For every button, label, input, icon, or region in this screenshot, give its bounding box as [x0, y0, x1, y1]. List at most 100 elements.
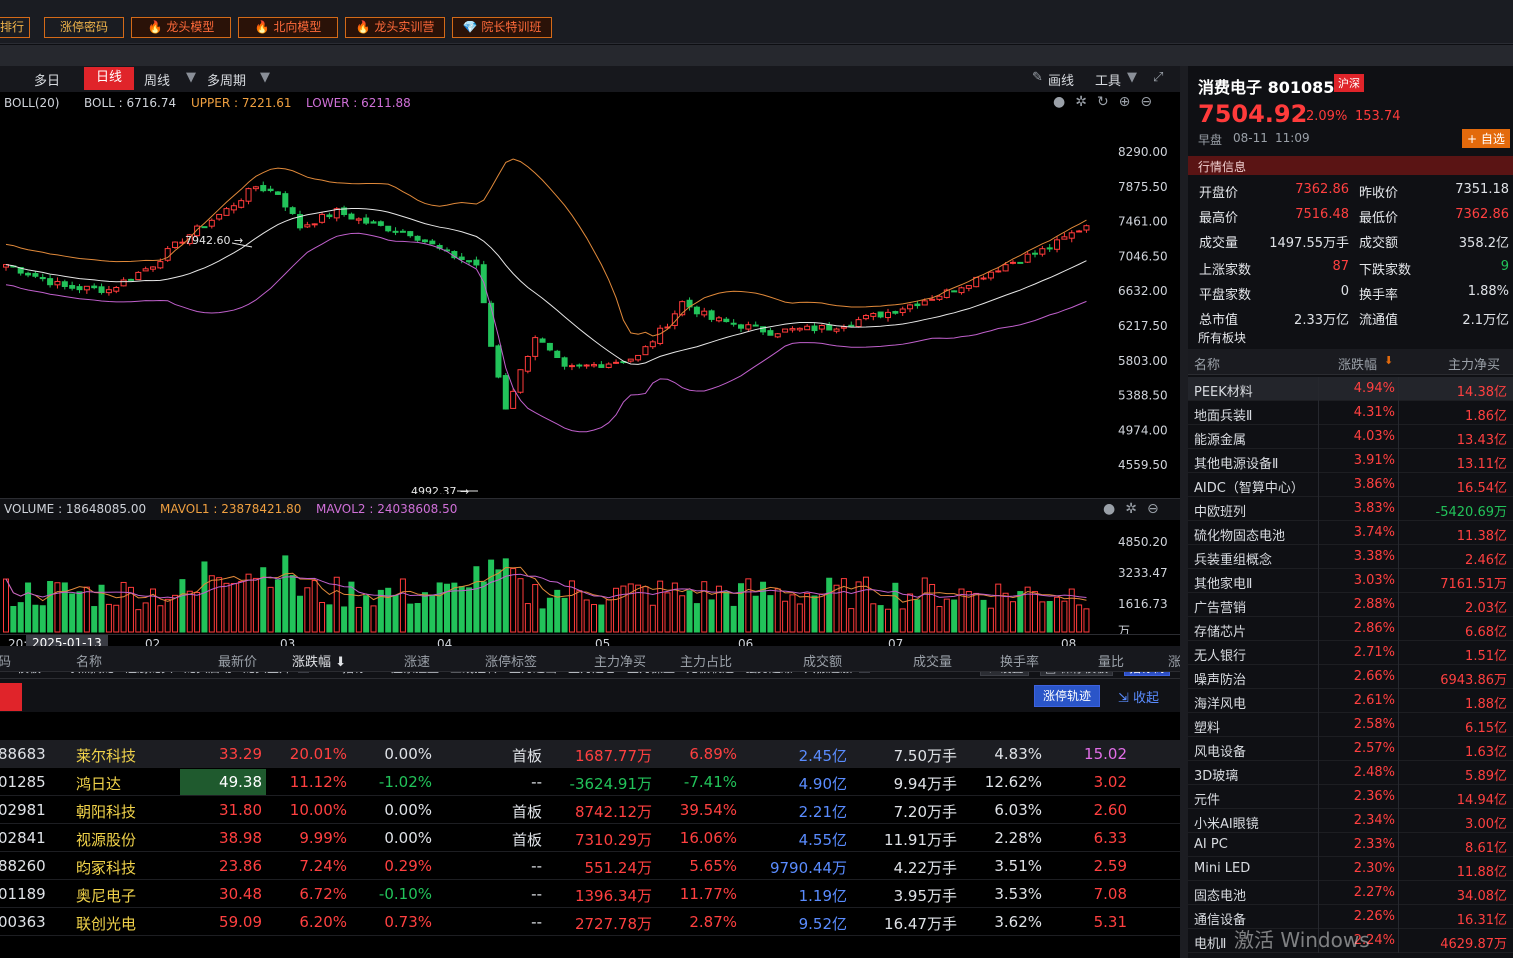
- top-tab-5[interactable]: 💎 院长特训班: [452, 17, 552, 38]
- sector-row[interactable]: 其他家电Ⅱ 3.03% 7161.51万: [1188, 569, 1513, 593]
- panel-divider[interactable]: [1180, 66, 1188, 958]
- sector-row[interactable]: 通信设备 2.26% 16.31亿: [1188, 905, 1513, 929]
- table-col-header[interactable]: 换手率: [1000, 655, 1040, 670]
- chevron-down-icon[interactable]: ▼: [1127, 70, 1137, 85]
- sector-change: 4.94%: [1353, 381, 1395, 396]
- sector-row[interactable]: AI PC 2.33% 8.61亿: [1188, 833, 1513, 857]
- sector-row[interactable]: 固态电池 2.27% 34.08亿: [1188, 881, 1513, 905]
- cell-net: 7310.29万: [574, 831, 652, 849]
- volume-control-icons[interactable]: ●✲⊖: [1103, 501, 1169, 517]
- cell-net: -3624.91万: [569, 775, 652, 793]
- sector-row[interactable]: 噪声防治 2.66% 6943.86万: [1188, 665, 1513, 689]
- table-row[interactable]: 02841 视源股份 38.98 9.99% 0.00% 首板 7310.29万 16.06%…: [0, 824, 1180, 852]
- quote-value: 1497.55万手: [1269, 236, 1349, 252]
- sector-row[interactable]: 能源金属 4.03% 13.43亿: [1188, 425, 1513, 449]
- sector-row[interactable]: 兵装重组概念 3.38% 2.46亿: [1188, 545, 1513, 569]
- sector-row[interactable]: PEEK材料 4.94% 14.38亿: [1188, 377, 1513, 401]
- draw-line-button[interactable]: 画线: [1048, 74, 1075, 89]
- table-col-header[interactable]: 涨停标签: [485, 655, 538, 670]
- sector-row[interactable]: 电机Ⅱ 2.24% 4629.87万: [1188, 929, 1513, 953]
- candle-body: [274, 191, 281, 195]
- fullscreen-icon[interactable]: ⤢: [1153, 70, 1164, 85]
- quote-section-title: 行情信息: [1188, 156, 1513, 175]
- table-col-header[interactable]: 码: [0, 655, 12, 670]
- top-tab-2[interactable]: 🔥 龙头模型: [131, 17, 231, 38]
- price-tick: 6632.00: [1118, 284, 1168, 298]
- volume-bar: [1076, 604, 1083, 633]
- top-tab-3[interactable]: 🔥 北向模型: [238, 17, 338, 38]
- cell-speed: 0.00%: [384, 829, 432, 847]
- sort-down-icon[interactable]: ⬇: [1384, 354, 1394, 367]
- volume-bar: [421, 592, 428, 633]
- sector-row[interactable]: 其他电源设备Ⅱ 3.91% 13.11亿: [1188, 449, 1513, 473]
- volume-bar: [539, 608, 546, 633]
- table-row[interactable]: 00363 联创光电 59.09 6.20% 0.73% -- 2727.78万 2.87% 9…: [0, 908, 1180, 936]
- candle-body: [701, 310, 708, 316]
- sector-row[interactable]: 风电设备 2.57% 1.63亿: [1188, 737, 1513, 761]
- red-tab-marker[interactable]: [0, 683, 22, 711]
- volume-bar: [576, 590, 583, 633]
- volume-bar: [1046, 601, 1053, 633]
- candle-body: [267, 188, 274, 192]
- table-row[interactable]: 01189 奥尼电子 30.48 6.72% -0.10% -- 1396.34万 11.77…: [0, 880, 1180, 908]
- table-col-header[interactable]: 主力净买: [594, 655, 647, 670]
- collapse-button[interactable]: ⇲ 收起: [1118, 691, 1160, 706]
- table-col-header[interactable]: 名称: [76, 655, 103, 670]
- sector-change: 3.86%: [1353, 477, 1395, 492]
- period-weekly[interactable]: 周线: [144, 74, 171, 89]
- table-col-header[interactable]: 最新价: [218, 655, 258, 670]
- sector-row[interactable]: 中欧班列 3.83% -5420.69万: [1188, 497, 1513, 521]
- chevron-down-icon[interactable]: ▼: [186, 70, 196, 85]
- table-row[interactable]: 02981 朝阳科技 31.80 10.00% 0.00% 首板 8742.12万 39.54…: [0, 796, 1180, 824]
- sector-name: AIDC（智算中心）: [1194, 481, 1304, 496]
- chevron-down-icon[interactable]: ▼: [260, 70, 270, 85]
- volume-bar: [767, 595, 774, 633]
- candle-body: [510, 390, 517, 409]
- candle-body: [613, 361, 620, 364]
- cell-name: 联创光电: [76, 915, 137, 933]
- volume-bar: [546, 597, 553, 633]
- candle-body: [54, 280, 61, 286]
- table-row[interactable]: 01285 鸿日达 49.38 11.12% -1.02% -- -3624.91万 -7.4…: [0, 768, 1180, 796]
- sector-row[interactable]: Mini LED 2.30% 11.88亿: [1188, 857, 1513, 881]
- cell-tag: --: [531, 857, 542, 875]
- table-col-header[interactable]: 涨跌幅 ⬇: [292, 655, 347, 670]
- sector-row[interactable]: 元件 2.36% 14.94亿: [1188, 785, 1513, 809]
- table-col-header[interactable]: 涨: [1168, 655, 1182, 670]
- sector-row[interactable]: 海洋风电 2.61% 1.88亿: [1188, 689, 1513, 713]
- sector-row[interactable]: 无人银行 2.71% 1.51亿: [1188, 641, 1513, 665]
- period-daily[interactable]: 日线: [84, 67, 134, 90]
- period-multi[interactable]: 多周期: [207, 74, 247, 89]
- add-watchlist-button[interactable]: + 自选: [1462, 129, 1510, 148]
- table-col-header[interactable]: 量比: [1098, 655, 1125, 670]
- chart-control-icons[interactable]: ●✲↻⊕⊖: [1053, 94, 1163, 110]
- table-col-header[interactable]: 成交量: [913, 655, 953, 670]
- volume-bar: [774, 588, 781, 633]
- top-tab-0[interactable]: 排行: [0, 17, 30, 38]
- sector-row[interactable]: AIDC（智算中心） 3.86% 16.54亿: [1188, 473, 1513, 497]
- table-col-header[interactable]: 涨速: [404, 655, 431, 670]
- top-tab-4[interactable]: 🔥 龙头实训营: [345, 17, 445, 38]
- tools-button[interactable]: 工具: [1095, 74, 1122, 89]
- sector-row[interactable]: 地面兵装Ⅱ 4.31% 1.86亿: [1188, 401, 1513, 425]
- period-multi-day[interactable]: 多日: [34, 74, 61, 89]
- sector-row[interactable]: 硫化物固态电池 3.74% 11.38亿: [1188, 521, 1513, 545]
- cell-ratio: 6.89%: [689, 745, 737, 763]
- sector-row[interactable]: 塑料 2.58% 6.15亿: [1188, 713, 1513, 737]
- table-col-header[interactable]: 成交额: [803, 655, 843, 670]
- sector-row[interactable]: 存储芯片 2.86% 6.68亿: [1188, 617, 1513, 641]
- table-row[interactable]: 88260 昀冢科技 23.86 7.24% 0.29% -- 551.24万 5.65% 97…: [0, 852, 1180, 880]
- sector-row[interactable]: 小米AI眼镜 2.34% 3.00亿: [1188, 809, 1513, 833]
- table-col-header[interactable]: 主力占比: [680, 655, 733, 670]
- candle-body: [194, 225, 201, 237]
- pencil-icon[interactable]: ✎: [1032, 70, 1043, 85]
- sector-name: AI PC: [1194, 837, 1228, 852]
- top-tab-1[interactable]: 涨停密码: [44, 17, 124, 38]
- quote-value: 0: [1340, 283, 1349, 299]
- volume-bar: [319, 601, 326, 633]
- sector-row[interactable]: 3D玻璃 2.48% 5.89亿: [1188, 761, 1513, 785]
- sector-change: 4.03%: [1353, 429, 1395, 444]
- sector-row[interactable]: 广告营销 2.88% 2.03亿: [1188, 593, 1513, 617]
- table-row[interactable]: 88683 莱尔科技 33.29 20.01% 0.00% 首板 1687.77万 6.89%…: [0, 740, 1180, 768]
- limit-track-button[interactable]: 涨停轨迹: [1034, 685, 1101, 707]
